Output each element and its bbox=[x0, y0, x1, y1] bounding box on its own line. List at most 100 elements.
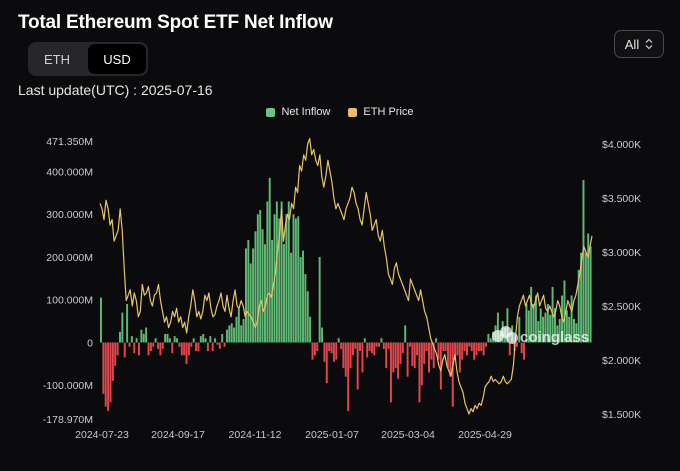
inflow-bar bbox=[485, 342, 487, 347]
coinglass-logo-icon bbox=[492, 326, 518, 344]
inflow-bar bbox=[306, 291, 309, 343]
inflow-bar bbox=[565, 310, 568, 343]
inflow-bar bbox=[475, 342, 478, 356]
inflow-bar bbox=[463, 342, 466, 352]
inflow-bar bbox=[335, 342, 338, 360]
inflow-bar bbox=[544, 312, 547, 343]
legend-item-eth-price[interactable]: ETH Price bbox=[348, 106, 414, 118]
inflow-bar bbox=[330, 342, 333, 354]
inflow-bar bbox=[496, 312, 499, 343]
legend-item-net-inflow[interactable]: Net Inflow bbox=[266, 106, 330, 118]
inflow-bar bbox=[428, 342, 430, 373]
inflow-bar bbox=[128, 342, 131, 347]
inflow-bar bbox=[275, 201, 278, 343]
inflow-bar bbox=[197, 342, 200, 352]
left-tick-label: 400.000M bbox=[46, 167, 93, 179]
inflow-bar bbox=[458, 342, 461, 373]
right-tick-label: $2.500K bbox=[602, 301, 641, 313]
inflow-bar bbox=[418, 342, 421, 403]
inflow-bar bbox=[173, 336, 176, 343]
inflow-bar bbox=[480, 342, 483, 352]
inflow-bar bbox=[130, 336, 133, 343]
inflow-bar bbox=[589, 246, 592, 343]
left-tick-label: -178.970M bbox=[43, 414, 93, 426]
inflow-bar bbox=[563, 280, 566, 343]
inflow-bar bbox=[149, 342, 152, 352]
inflow-bar bbox=[261, 229, 264, 343]
inflow-bar bbox=[164, 333, 167, 343]
inflow-bar bbox=[506, 308, 509, 343]
inflow-bar bbox=[114, 342, 117, 366]
inflow-bar bbox=[556, 325, 559, 343]
inflow-bar bbox=[100, 297, 102, 343]
inflow-bar bbox=[190, 342, 193, 347]
inflow-bar bbox=[413, 342, 416, 369]
inflow-bar bbox=[549, 314, 552, 343]
inflow-bar bbox=[515, 342, 518, 347]
inflow-bar bbox=[397, 342, 400, 379]
time-range-select[interactable]: All bbox=[614, 30, 664, 58]
inflow-bar bbox=[235, 316, 238, 343]
unit-option-usd[interactable]: USD bbox=[88, 44, 146, 74]
inflow-bar bbox=[221, 333, 224, 343]
inflow-bar bbox=[176, 338, 179, 343]
left-tick-label: 100.000M bbox=[46, 295, 93, 307]
x-tick-label: 2025-03-04 bbox=[381, 429, 435, 441]
inflow-bar bbox=[140, 329, 143, 343]
unit-toggle[interactable]: ETH USD bbox=[28, 42, 148, 76]
right-tick-label: $2.000K bbox=[602, 355, 641, 367]
watermark-text: coinglass bbox=[520, 329, 589, 346]
inflow-bar bbox=[185, 342, 188, 364]
inflow-bar bbox=[575, 323, 578, 343]
inflow-bar bbox=[166, 333, 169, 343]
inflow-bar bbox=[332, 342, 335, 362]
inflow-bar bbox=[264, 244, 266, 343]
left-tick-label: 300.000M bbox=[46, 209, 93, 221]
inflow-bar bbox=[425, 342, 428, 352]
inflow-bar bbox=[539, 308, 542, 343]
inflow-bar bbox=[292, 214, 295, 343]
inflow-bar bbox=[342, 342, 345, 369]
inflow-bar bbox=[109, 342, 112, 403]
x-tick-label: 2025-04-29 bbox=[458, 429, 512, 441]
inflow-bar bbox=[211, 342, 214, 352]
inflow-bar bbox=[325, 342, 328, 384]
inflow-bar bbox=[311, 342, 314, 360]
inflow-bar bbox=[192, 338, 195, 343]
inflow-bar bbox=[309, 316, 312, 343]
inflow-bar bbox=[119, 331, 121, 343]
inflow-bar bbox=[287, 201, 290, 343]
inflow-bar bbox=[532, 304, 535, 343]
x-tick-label: 2024-09-17 bbox=[151, 429, 205, 441]
inflow-bar bbox=[466, 342, 468, 356]
inflow-bar bbox=[290, 252, 293, 343]
inflow-bar bbox=[368, 342, 371, 352]
inflow-bar bbox=[318, 257, 321, 343]
inflow-bar bbox=[266, 201, 269, 343]
inflow-bar bbox=[482, 342, 485, 356]
inflow-bar bbox=[363, 338, 366, 343]
right-tick-label: $3.500K bbox=[602, 193, 641, 205]
inflow-bar bbox=[411, 342, 414, 366]
unit-option-eth[interactable]: ETH bbox=[44, 51, 70, 67]
inflow-bar bbox=[361, 342, 364, 373]
inflow-bar bbox=[142, 333, 145, 343]
inflow-bar bbox=[568, 316, 571, 343]
inflow-bar bbox=[356, 342, 359, 390]
inflow-bar bbox=[582, 180, 585, 343]
inflow-bar bbox=[147, 342, 150, 356]
inflow-bar bbox=[285, 214, 288, 343]
chart-title: Total Ethereum Spot ETF Net Inflow bbox=[18, 12, 333, 33]
x-axis: 2024-07-23 2024-09-17 2024-11-12 2025-01-07… bbox=[75, 429, 512, 441]
inflow-bar bbox=[337, 338, 340, 343]
inflow-bar bbox=[444, 342, 447, 352]
legend-swatch-eth-price bbox=[348, 107, 358, 117]
inflow-bar bbox=[123, 342, 126, 358]
inflow-bar bbox=[518, 316, 521, 343]
inflow-bar bbox=[392, 342, 395, 373]
inflow-bar bbox=[404, 325, 407, 343]
inflow-bar bbox=[553, 308, 556, 343]
inflow-bar bbox=[456, 342, 459, 356]
inflow-bar bbox=[216, 342, 219, 345]
left-tick-label: 0 bbox=[87, 337, 93, 349]
